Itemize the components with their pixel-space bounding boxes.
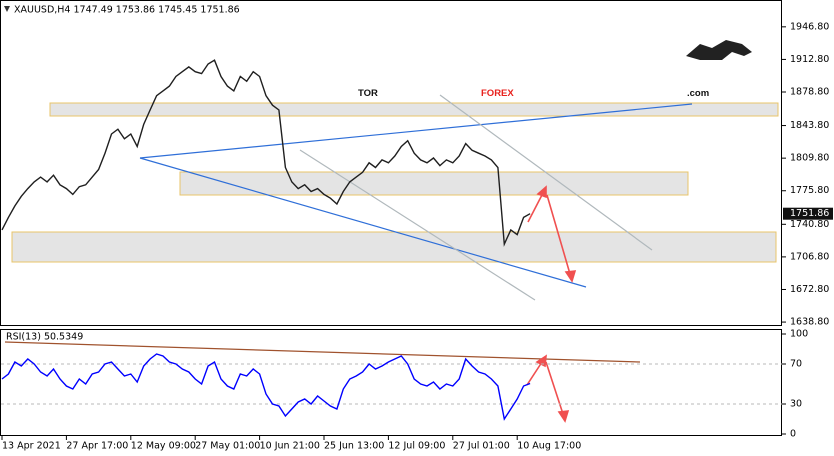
y-tick-label: 1638.80 <box>790 317 829 328</box>
y-tick-label: 1878.80 <box>790 87 829 98</box>
y-tick-label: 30 <box>790 399 802 410</box>
y-tick-label: 70 <box>790 359 802 370</box>
logo-part: .com <box>687 88 709 99</box>
x-tick-label: 25 Jun 13:00 <box>324 441 384 452</box>
chart-title: XAUUSD,H4 1747.49 1753.86 1745.45 1751.8… <box>14 5 240 16</box>
logo-bull <box>686 40 752 60</box>
menu-icon <box>4 6 10 12</box>
data-line <box>1 353 531 421</box>
y-tick-label: 1740.80 <box>790 219 829 230</box>
trend-line <box>139 103 693 159</box>
y-tick-label: 1946.80 <box>790 21 829 32</box>
x-tick-label: 27 Jul 01:00 <box>453 441 510 452</box>
x-tick-label: 12 May 09:00 <box>131 441 196 452</box>
y-tick-label: 0 <box>790 429 796 440</box>
x-tick-label: 13 Apr 2021 <box>2 441 61 452</box>
rsi-trend-line <box>4 341 641 363</box>
y-tick-label: 1809.80 <box>790 153 829 164</box>
y-tick-label: 1672.80 <box>790 284 829 295</box>
channel-line <box>299 149 536 301</box>
x-tick-label: 27 May 01:00 <box>195 441 260 452</box>
rsi-panel <box>0 329 782 436</box>
price-panel <box>0 0 782 326</box>
zone <box>49 102 779 117</box>
logo-part: FOREX <box>481 88 514 99</box>
zone <box>179 171 689 196</box>
x-tick-label: 27 Apr 17:00 <box>66 441 128 452</box>
zone <box>11 231 777 263</box>
y-tick-label: 1912.80 <box>790 54 829 65</box>
x-tick-label: 10 Jun 21:00 <box>260 441 320 452</box>
y-tick-label: 1775.80 <box>790 185 829 196</box>
trend-line <box>139 157 587 288</box>
x-tick-label: 10 Aug 17:00 <box>517 441 581 452</box>
y-tick-label: 1706.80 <box>790 251 829 262</box>
x-tick-label: 12 Jul 09:00 <box>388 441 445 452</box>
logo-part: TOR <box>358 88 378 99</box>
rsi-title: RSI(13) 50.5349 <box>6 332 83 343</box>
y-tick-label: 100 <box>790 329 808 340</box>
y-tick-label: 1843.80 <box>790 120 829 131</box>
forecast-arrows <box>526 185 577 423</box>
last-price-label: 1751.86 <box>790 208 829 219</box>
channel-line <box>439 94 653 251</box>
last-price-box <box>783 207 833 220</box>
data-line <box>1 59 531 247</box>
